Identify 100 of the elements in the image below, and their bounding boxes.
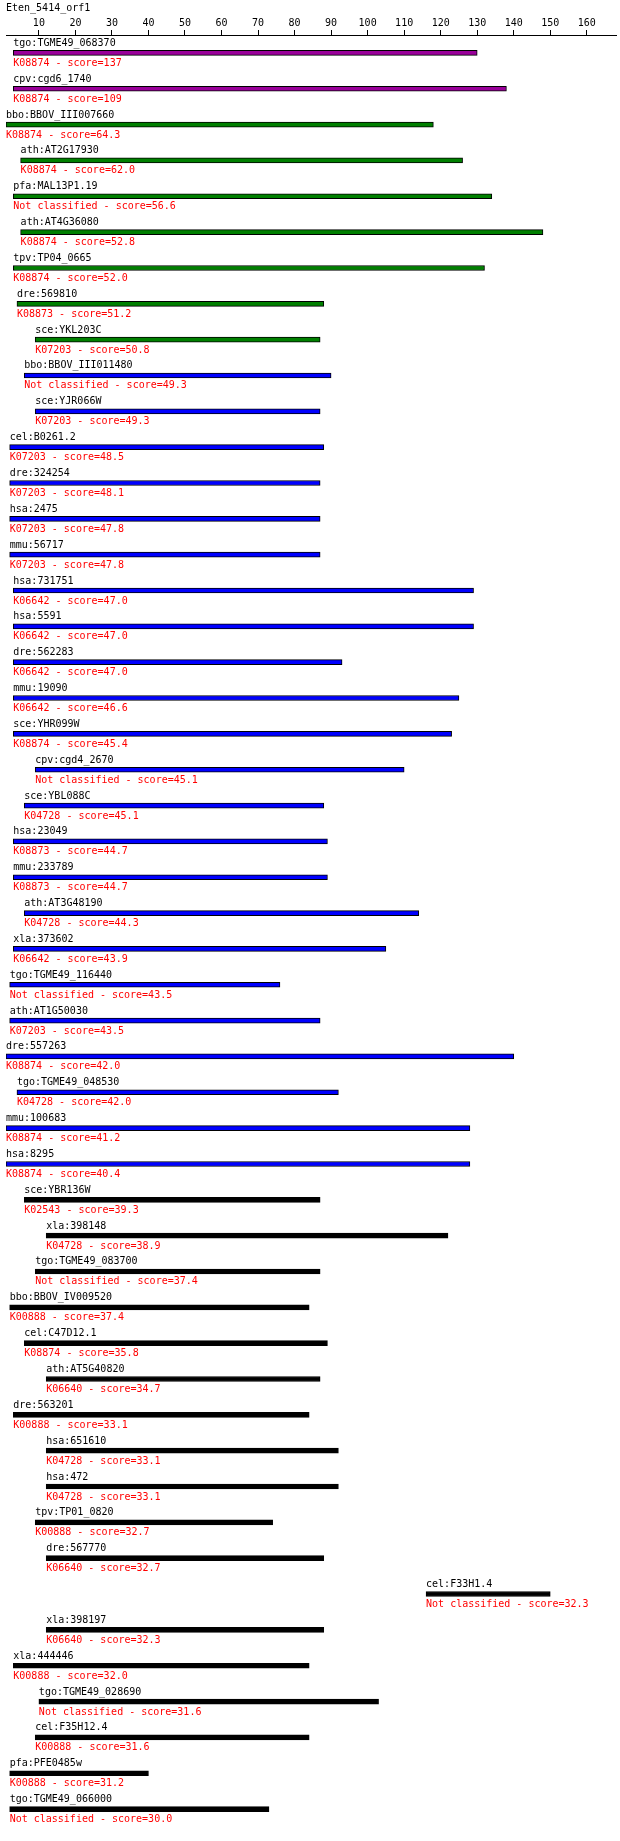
annotation: K06642 - score=47.0	[13, 666, 128, 678]
bar	[9, 1806, 270, 1812]
y-tick-label: hsa:651610	[46, 1434, 107, 1446]
y-tick-label: hsa:731751	[13, 574, 74, 586]
annotation: K06640 - score=32.3	[46, 1633, 161, 1645]
annotation: K06640 - score=34.7	[46, 1383, 161, 1394]
annotation: K07203 - score=48.1	[9, 487, 125, 498]
y-tick-label: ath:AT5G40820	[46, 1363, 125, 1374]
y-tick-label: xla:444446	[13, 1649, 74, 1661]
x-tick-label: 50	[178, 16, 192, 28]
annotation: K08874 - score=137	[13, 56, 122, 68]
y-tick-label: bbo:BBOV_IV009520	[9, 1291, 113, 1304]
y-tick-label: bbo:BBOV_III007660	[6, 108, 115, 121]
y-tick-label: ath:AT3G48190	[24, 897, 103, 909]
annotation: K08874 - score=52.8	[20, 236, 135, 248]
x-tick-label: 150	[541, 16, 560, 28]
x-tick-label: 10	[32, 16, 45, 28]
annotation: K08873 - score=51.2	[16, 307, 132, 319]
y-tick-label: cel:F33H1.4	[426, 1578, 493, 1590]
y-tick-label: pfa:MAL13P1.19	[13, 180, 98, 192]
annotation: K08873 - score=44.7	[13, 845, 128, 857]
y-tick-label: dre:563201	[13, 1398, 74, 1410]
bar	[12, 1412, 310, 1418]
y-tick-label: cpv:cgd4_2670	[35, 753, 114, 766]
y-tick-label: dre:569810	[16, 287, 78, 299]
y-tick-label: bbo:BBOV_III011480	[24, 359, 133, 372]
y-tick-label: hsa:472	[46, 1470, 89, 1482]
y-tick-label: ath:AT4G36080	[20, 216, 99, 228]
y-tick-label: cel:F35H12.4	[35, 1721, 108, 1733]
y-tick-label: tgo:TGME49_028690	[38, 1685, 142, 1698]
annotation: K04728 - score=45.1	[24, 809, 139, 821]
annotation: K06642 - score=46.6	[13, 702, 128, 714]
y-tick-label: cel:C47D12.1	[24, 1327, 97, 1339]
annotation: K08874 - score=109	[13, 92, 122, 104]
y-tick-label: mmu:56717	[9, 538, 64, 550]
bar	[45, 1447, 339, 1454]
y-tick-label: tpv:TP01_0820	[35, 1506, 114, 1519]
y-tick-label: ath:AT1G50030	[9, 1004, 88, 1016]
annotation: K06642 - score=47.0	[13, 594, 128, 606]
x-tick-label: 40	[142, 16, 155, 28]
y-tick-label: ath:AT2G17930	[20, 144, 99, 156]
y-tick-label: dre:557263	[6, 1040, 67, 1052]
annotation: K07203 - score=43.5	[9, 1024, 125, 1036]
annotation: K08874 - score=45.4	[13, 737, 128, 749]
y-tick-label: hsa:2475	[9, 502, 58, 514]
y-tick-label: sce:YBR136W	[24, 1183, 92, 1195]
y-tick-label: xla:373602	[13, 932, 74, 944]
y-tick-label: pfa:PFE0485w	[9, 1757, 83, 1769]
y-tick-label: mmu:19090	[13, 682, 68, 694]
y-tick-label: tgo:TGME49_116440	[9, 968, 113, 981]
annotation: K08874 - score=41.2	[6, 1132, 121, 1144]
y-tick-label: tgo:TGME49_068370	[13, 36, 116, 49]
y-tick-label: tgo:TGME49_083700	[35, 1255, 138, 1268]
x-tick-label: 120	[431, 16, 450, 28]
annotation: K04728 - score=44.3	[24, 917, 139, 929]
annotation: K08874 - score=35.8	[24, 1347, 139, 1359]
bar	[23, 1196, 321, 1203]
annotation: K00888 - score=37.4	[9, 1311, 125, 1323]
bar	[9, 1770, 149, 1777]
x-tick-label: 30	[105, 16, 118, 28]
x-tick-label: 80	[288, 16, 301, 28]
y-tick-label: dre:324254	[9, 467, 70, 478]
annotation: K08874 - score=62.0	[20, 164, 135, 176]
bar	[45, 1376, 321, 1382]
y-tick-label: mmu:100683	[6, 1112, 67, 1124]
annotation: Not classified - score=37.4	[35, 1275, 198, 1287]
annotation: K07203 - score=47.8	[9, 558, 125, 570]
y-tick-label: cel:B0261.2	[9, 431, 76, 443]
x-tick-label: 160	[577, 16, 596, 28]
bar	[425, 1591, 551, 1597]
x-tick-label: 100	[358, 16, 377, 28]
annotation: K00888 - score=33.1	[13, 1418, 128, 1430]
y-tick-label: hsa:23049	[13, 825, 68, 837]
annotation: K06642 - score=43.9	[13, 952, 128, 964]
y-tick-label: hsa:5591	[13, 610, 62, 622]
x-tick-label: 20	[69, 16, 82, 28]
annotation: K08873 - score=44.7	[13, 881, 128, 893]
x-tick-label: 60	[215, 16, 228, 28]
y-tick-label: hsa:8295	[6, 1147, 55, 1159]
y-tick-label: tgo:TGME49_048530	[16, 1076, 120, 1089]
annotation: K00888 - score=32.0	[13, 1669, 128, 1681]
y-tick-label: mmu:233789	[13, 861, 74, 873]
annotation: K08874 - score=64.3	[6, 128, 121, 140]
annotation: Not classified - score=32.3	[426, 1598, 589, 1610]
bar	[12, 1662, 310, 1669]
bar	[45, 1555, 325, 1562]
annotation: K00888 - score=31.2	[9, 1777, 125, 1789]
bar	[45, 1627, 325, 1633]
y-tick-label: sce:YBL088C	[24, 789, 91, 801]
annotation: K04728 - score=38.9	[46, 1239, 161, 1251]
annotation: K07203 - score=47.8	[9, 522, 125, 534]
chart-title: Eten_5414_orf1	[6, 1, 91, 14]
annotation: K06642 - score=47.0	[13, 630, 128, 642]
annotation: Not classified - score=31.6	[38, 1705, 202, 1717]
annotation: K00888 - score=32.7	[35, 1526, 150, 1538]
annotation: K07203 - score=50.8	[35, 343, 150, 355]
annotation: K00888 - score=31.6	[35, 1741, 150, 1753]
annotation: K04728 - score=42.0	[16, 1096, 132, 1108]
annotation: Not classified - score=43.5	[9, 988, 173, 1000]
y-tick-label: sce:YKL203C	[35, 323, 102, 335]
